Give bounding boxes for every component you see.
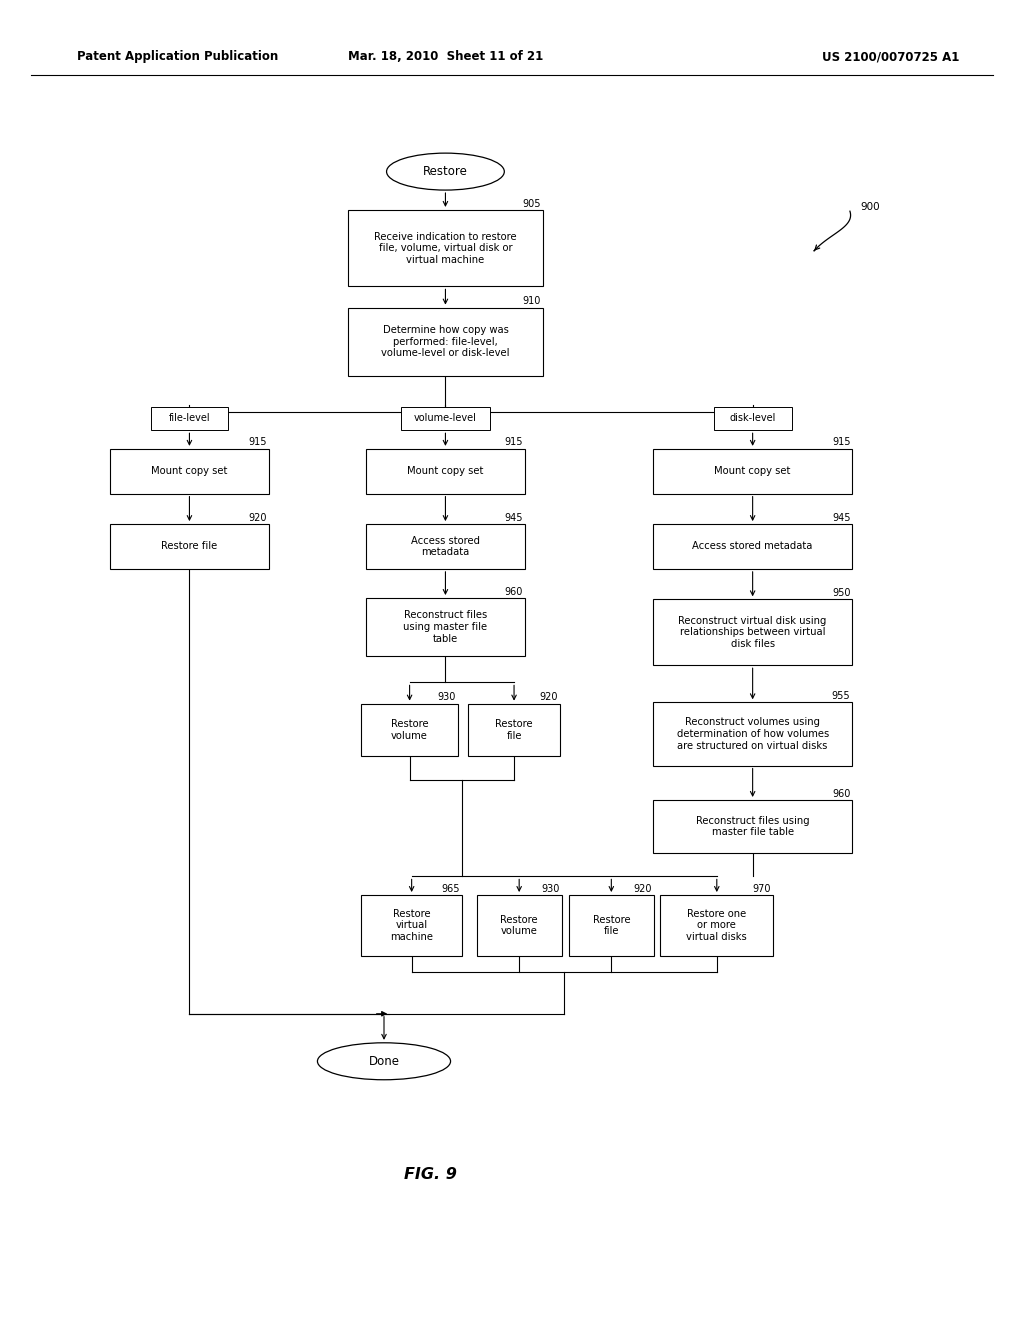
Text: 920: 920 (540, 692, 558, 702)
Text: Reconstruct virtual disk using
relationships between virtual
disk files: Reconstruct virtual disk using relations… (679, 615, 826, 649)
Text: Mount copy set: Mount copy set (408, 466, 483, 477)
Text: Mount copy set: Mount copy set (715, 466, 791, 477)
Bar (400, 407, 490, 430)
Text: 900: 900 (860, 202, 880, 213)
Text: 965: 965 (441, 883, 460, 894)
Bar (361, 895, 462, 956)
Bar (151, 407, 228, 430)
Bar (348, 308, 543, 376)
Text: 945: 945 (831, 512, 850, 523)
Text: 950: 950 (831, 587, 850, 598)
Bar (348, 210, 543, 286)
Text: US 2100/0070725 A1: US 2100/0070725 A1 (822, 50, 959, 63)
Text: 905: 905 (522, 198, 541, 209)
Text: Determine how copy was
performed: file-level,
volume-level or disk-level: Determine how copy was performed: file-l… (381, 325, 510, 359)
Text: Reconstruct files
using master file
table: Reconstruct files using master file tabl… (403, 610, 487, 644)
Bar (367, 598, 524, 656)
Bar (111, 449, 268, 494)
Text: 945: 945 (504, 512, 522, 523)
Bar (111, 524, 268, 569)
Text: Patent Application Publication: Patent Application Publication (77, 50, 279, 63)
Text: Access stored
metadata: Access stored metadata (411, 536, 480, 557)
Text: volume-level: volume-level (414, 413, 477, 424)
Text: Restore
file: Restore file (496, 719, 532, 741)
Text: Restore
file: Restore file (593, 915, 630, 936)
Text: 960: 960 (505, 586, 522, 597)
Text: disk-level: disk-level (729, 413, 776, 424)
Text: Restore
volume: Restore volume (501, 915, 538, 936)
Text: FIG. 9: FIG. 9 (403, 1167, 457, 1183)
Text: 910: 910 (522, 296, 541, 306)
Bar (653, 800, 852, 853)
Bar (468, 704, 560, 756)
Bar (569, 895, 653, 956)
Text: file-level: file-level (169, 413, 210, 424)
Bar (653, 524, 852, 569)
Text: Reconstruct files using
master file table: Reconstruct files using master file tabl… (696, 816, 809, 837)
Bar (361, 704, 459, 756)
Bar (653, 599, 852, 665)
Text: Done: Done (369, 1055, 399, 1068)
Text: Mount copy set: Mount copy set (152, 466, 227, 477)
Text: 915: 915 (248, 437, 266, 447)
Text: 955: 955 (831, 690, 850, 701)
Text: 930: 930 (542, 883, 559, 894)
Text: 920: 920 (248, 512, 266, 523)
Text: 960: 960 (833, 788, 850, 799)
Text: Mar. 18, 2010  Sheet 11 of 21: Mar. 18, 2010 Sheet 11 of 21 (348, 50, 543, 63)
Bar (367, 449, 524, 494)
Text: Restore: Restore (423, 165, 468, 178)
Text: Access stored metadata: Access stored metadata (692, 541, 813, 552)
Text: Restore file: Restore file (162, 541, 217, 552)
Text: 915: 915 (504, 437, 522, 447)
Ellipse shape (317, 1043, 451, 1080)
Ellipse shape (386, 153, 504, 190)
Bar (367, 524, 524, 569)
Text: Receive indication to restore
file, volume, virtual disk or
virtual machine: Receive indication to restore file, volu… (374, 231, 517, 265)
Text: Restore one
or more
virtual disks: Restore one or more virtual disks (686, 908, 748, 942)
Text: 970: 970 (753, 883, 771, 894)
Bar (714, 407, 792, 430)
Text: Restore
volume: Restore volume (391, 719, 428, 741)
Bar (653, 449, 852, 494)
Bar (477, 895, 561, 956)
Text: 920: 920 (633, 883, 651, 894)
Text: Restore
virtual
machine: Restore virtual machine (390, 908, 433, 942)
Text: 915: 915 (831, 437, 850, 447)
Bar (653, 702, 852, 766)
Text: 930: 930 (438, 692, 457, 702)
Bar (660, 895, 773, 956)
Text: Reconstruct volumes using
determination of how volumes
are structured on virtual: Reconstruct volumes using determination … (677, 717, 828, 751)
